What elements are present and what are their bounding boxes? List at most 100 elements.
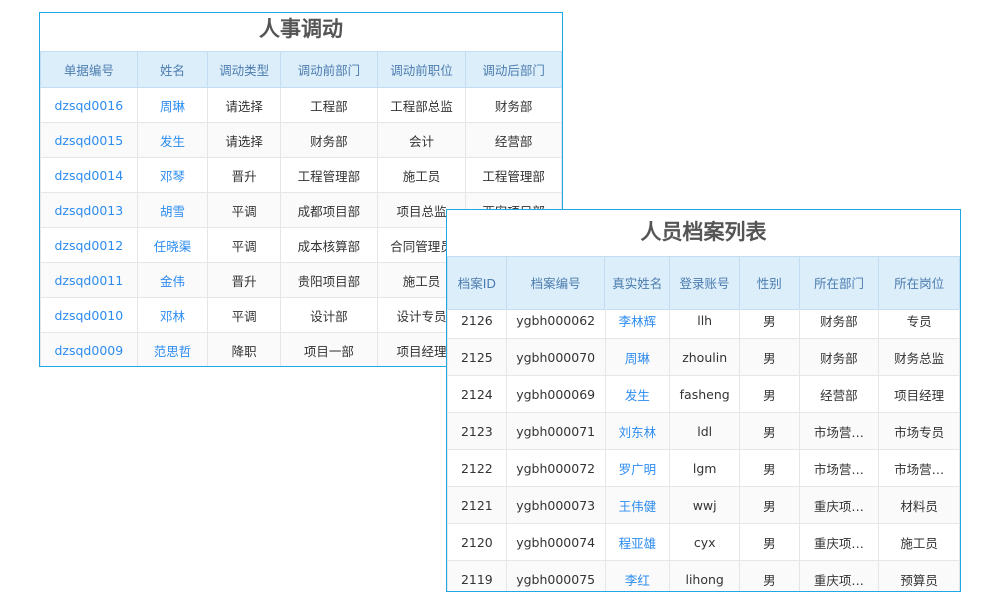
table-cell: 2120 [447, 523, 507, 561]
table-cell: 工程管理部 [280, 157, 378, 193]
table-cell: 财务部 [280, 122, 378, 158]
cell-link[interactable]: 发生 [604, 375, 671, 413]
table-cell: 男 [739, 412, 800, 450]
table-row[interactable]: 2119 ygbh000075 李红 lihong 男重庆项… 预算员 [447, 560, 960, 591]
archive-table: 2126 ygbh000062 李林辉 llh 男财务部 专员 2125 ygbh000070… [447, 309, 960, 591]
table-cell: 施工员 [878, 523, 960, 561]
cell-link[interactable]: 程亚雄 [604, 523, 671, 561]
table-row[interactable]: 2123 ygbh000071 刘东林 ldl 男市场营… 市场专员 [447, 412, 960, 450]
table-cell: 2119 [447, 560, 507, 591]
column-header[interactable]: 调动前部门 [280, 51, 378, 88]
table-row[interactable]: dzsqd0016 周琳 请选择 工程部 工程部总监 财务部 [40, 87, 562, 123]
table-cell: ygbh000070 [505, 338, 606, 376]
table-cell: ygbh000072 [505, 449, 606, 487]
cell-link[interactable]: 李红 [604, 560, 671, 591]
cell-link[interactable]: dzsqd0009 [40, 332, 138, 366]
table-row[interactable]: dzsqd0015 发生 请选择 财务部 会计 经营部 [40, 122, 562, 158]
archive-table-body[interactable]: 2126 ygbh000062 李林辉 llh 男财务部 专员 2125 ygbh000070… [447, 309, 960, 591]
cell-link[interactable]: dzsqd0014 [40, 157, 138, 193]
cell-link[interactable]: 王伟健 [604, 486, 671, 524]
archive-header: 档案ID 档案编号 真实姓名 登录账号 性别 所在部门 所在岗位 [447, 256, 960, 310]
column-header[interactable]: 档案ID [447, 256, 507, 310]
table-cell: 平调 [207, 227, 282, 263]
table-cell: ygbh000073 [505, 486, 606, 524]
table-cell: 2124 [447, 375, 507, 413]
table-cell: 市场营… [878, 449, 960, 487]
cell-link[interactable]: 胡雪 [136, 192, 209, 228]
column-header[interactable]: 所在岗位 [878, 256, 960, 310]
table-cell: 施工员 [376, 157, 467, 193]
table-cell: 项目经理 [878, 375, 960, 413]
table-row[interactable]: 2121 ygbh000073 王伟健 wwj 男重庆项… 材料员 [447, 486, 960, 524]
cell-link[interactable]: dzsqd0010 [40, 297, 138, 333]
cell-link[interactable]: 周琳 [136, 87, 209, 123]
column-header[interactable]: 调动后部门 [465, 51, 562, 88]
table-cell: 材料员 [878, 486, 960, 524]
table-cell: 成都项目部 [280, 192, 378, 228]
column-header[interactable]: 所在部门 [798, 256, 880, 310]
transfer-title: 人事调动 [259, 17, 343, 41]
table-cell: 平调 [207, 192, 282, 228]
table-cell: 平调 [207, 297, 282, 333]
table-cell: ygbh000074 [505, 523, 606, 561]
table-cell: 男 [739, 338, 800, 376]
column-header[interactable]: 姓名 [136, 51, 209, 88]
table-row[interactable]: 2124 ygbh000069 发生 fasheng 男经营部 项目经理 [447, 375, 960, 413]
table-cell: wwj [669, 486, 741, 524]
table-cell: 2126 [447, 309, 507, 339]
table-cell: zhoulin [669, 338, 741, 376]
table-cell: 重庆项… [798, 523, 880, 561]
table-cell: 经营部 [465, 122, 562, 158]
column-header[interactable]: 档案编号 [505, 256, 606, 310]
cell-link[interactable]: 罗广明 [604, 449, 671, 487]
table-cell: 重庆项… [798, 560, 880, 591]
table-cell: cyx [669, 523, 741, 561]
table-cell: 2125 [447, 338, 507, 376]
table-cell: 男 [739, 449, 800, 487]
column-header[interactable]: 性别 [738, 256, 800, 310]
cell-link[interactable]: dzsqd0013 [40, 192, 138, 228]
table-row[interactable]: dzsqd0009 范思哲 降职 项目一部 项目经理 [40, 332, 562, 366]
cell-link[interactable]: 范思哲 [136, 332, 209, 366]
cell-link[interactable]: 刘东林 [604, 412, 671, 450]
table-cell: 贵阳项目部 [280, 262, 378, 298]
table-row[interactable]: 2122 ygbh000072 罗广明 lgm 男市场营… 市场营… [447, 449, 960, 487]
table-cell: 经营部 [798, 375, 880, 413]
table-cell: 工程管理部 [465, 157, 562, 193]
table-cell: 财务部 [465, 87, 562, 123]
cell-link[interactable]: dzsqd0015 [40, 122, 138, 158]
table-cell: 请选择 [207, 87, 282, 123]
column-header[interactable]: 真实姓名 [604, 256, 671, 310]
table-row[interactable]: 2126 ygbh000062 李林辉 llh 男财务部 专员 [447, 309, 960, 339]
table-cell: fasheng [669, 375, 741, 413]
cell-link[interactable]: dzsqd0016 [40, 87, 138, 123]
cell-link[interactable]: 周琳 [604, 338, 671, 376]
cell-link[interactable]: 发生 [136, 122, 209, 158]
cell-link[interactable]: dzsqd0012 [40, 227, 138, 263]
cell-link[interactable]: 邓琴 [136, 157, 209, 193]
column-header[interactable]: 登录账号 [669, 256, 740, 310]
table-row[interactable]: 2120 ygbh000074 程亚雄 cyx 男重庆项… 施工员 [447, 523, 960, 561]
table-cell: 成本核算部 [280, 227, 378, 263]
cell-link[interactable]: dzsqd0011 [40, 262, 138, 298]
cell-link[interactable]: 任晓渠 [136, 227, 209, 263]
table-cell: lihong [669, 560, 741, 591]
table-cell: 晋升 [207, 262, 282, 298]
table-cell: llh [669, 309, 741, 339]
table-row[interactable]: dzsqd0014 邓琴 晋升 工程管理部 施工员 工程管理部 [40, 157, 562, 193]
cell-link[interactable]: 邓林 [136, 297, 209, 333]
table-cell: 男 [739, 309, 800, 339]
table-cell: 市场专员 [878, 412, 960, 450]
archive-title: 人员档案列表 [640, 220, 767, 244]
table-cell: 工程部 [280, 87, 378, 123]
table-cell: 市场营… [798, 449, 880, 487]
table-cell: ygbh000062 [505, 309, 606, 339]
column-header[interactable]: 单据编号 [40, 51, 138, 88]
cell-link[interactable]: 李林辉 [604, 309, 671, 339]
table-cell: 男 [739, 523, 800, 561]
column-header[interactable]: 调动前职位 [376, 51, 467, 88]
table-row[interactable]: 2125 ygbh000070 周琳 zhoulin 男财务部 财务总监 [447, 338, 960, 376]
column-header[interactable]: 调动类型 [207, 51, 282, 88]
table-cell: 请选择 [207, 122, 282, 158]
cell-link[interactable]: 金伟 [136, 262, 209, 298]
